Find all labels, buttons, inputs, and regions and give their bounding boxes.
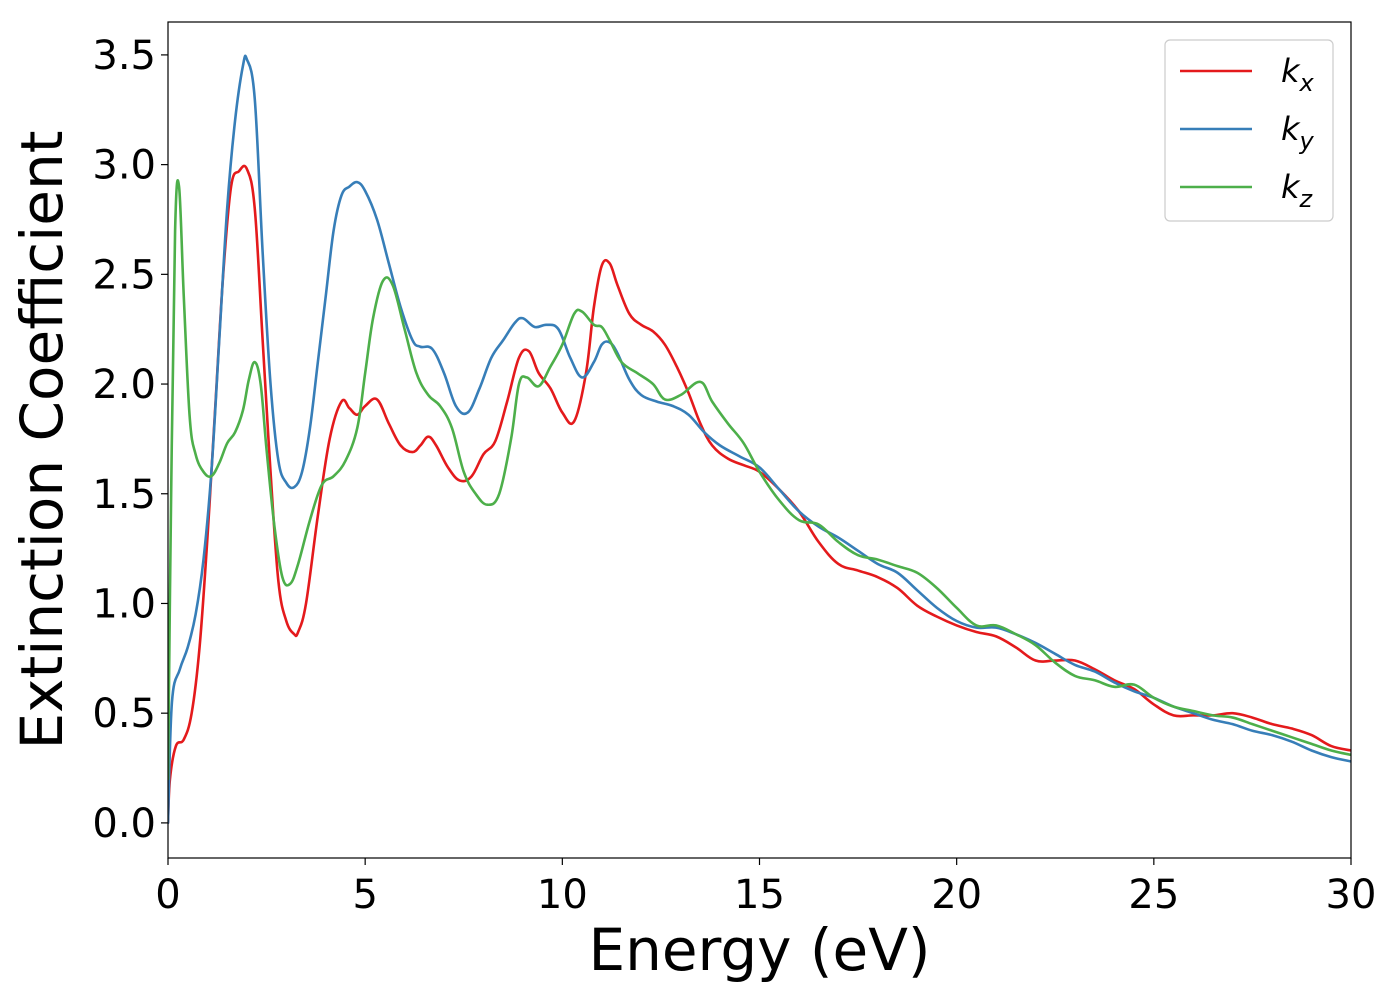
y-tick-label: 2.0 [92,362,156,408]
y-tick-label: 1.0 [92,581,156,627]
y-tick-label: 3.5 [92,33,156,79]
legend-box [1164,39,1334,222]
legend-label-subscript: y [1299,127,1315,155]
y-tick-label: 3.0 [92,143,156,189]
y-axis-label: Extinction Coefficient [8,131,76,750]
x-axis-label: Energy (eV) [588,916,930,984]
x-tick-label: 15 [734,872,785,918]
series-line-k-x [168,164,1351,825]
x-axis-ticks: 0 5 10 15 20 25 30 [155,858,1376,918]
legend-label-subscript: z [1299,185,1314,213]
x-tick-label: 5 [352,872,377,918]
y-tick-label: 1.5 [92,472,156,518]
x-tick-label: 10 [537,872,588,918]
y-axis-ticks: 0.0 0.5 1.0 1.5 2.0 2.5 3.0 3.5 [92,33,168,847]
x-tick-label: 0 [155,872,180,918]
series-line-k-y [168,54,1351,825]
x-tick-label: 30 [1326,872,1377,918]
series-line-k-z [168,179,1351,781]
series-layer [168,54,1351,825]
x-tick-label: 20 [931,872,982,918]
x-tick-label: 25 [1128,872,1179,918]
y-tick-label: 0.5 [92,691,156,737]
y-tick-label: 2.5 [92,252,156,298]
y-tick-label: 0.0 [92,801,156,847]
legend-label-subscript: x [1299,69,1315,97]
